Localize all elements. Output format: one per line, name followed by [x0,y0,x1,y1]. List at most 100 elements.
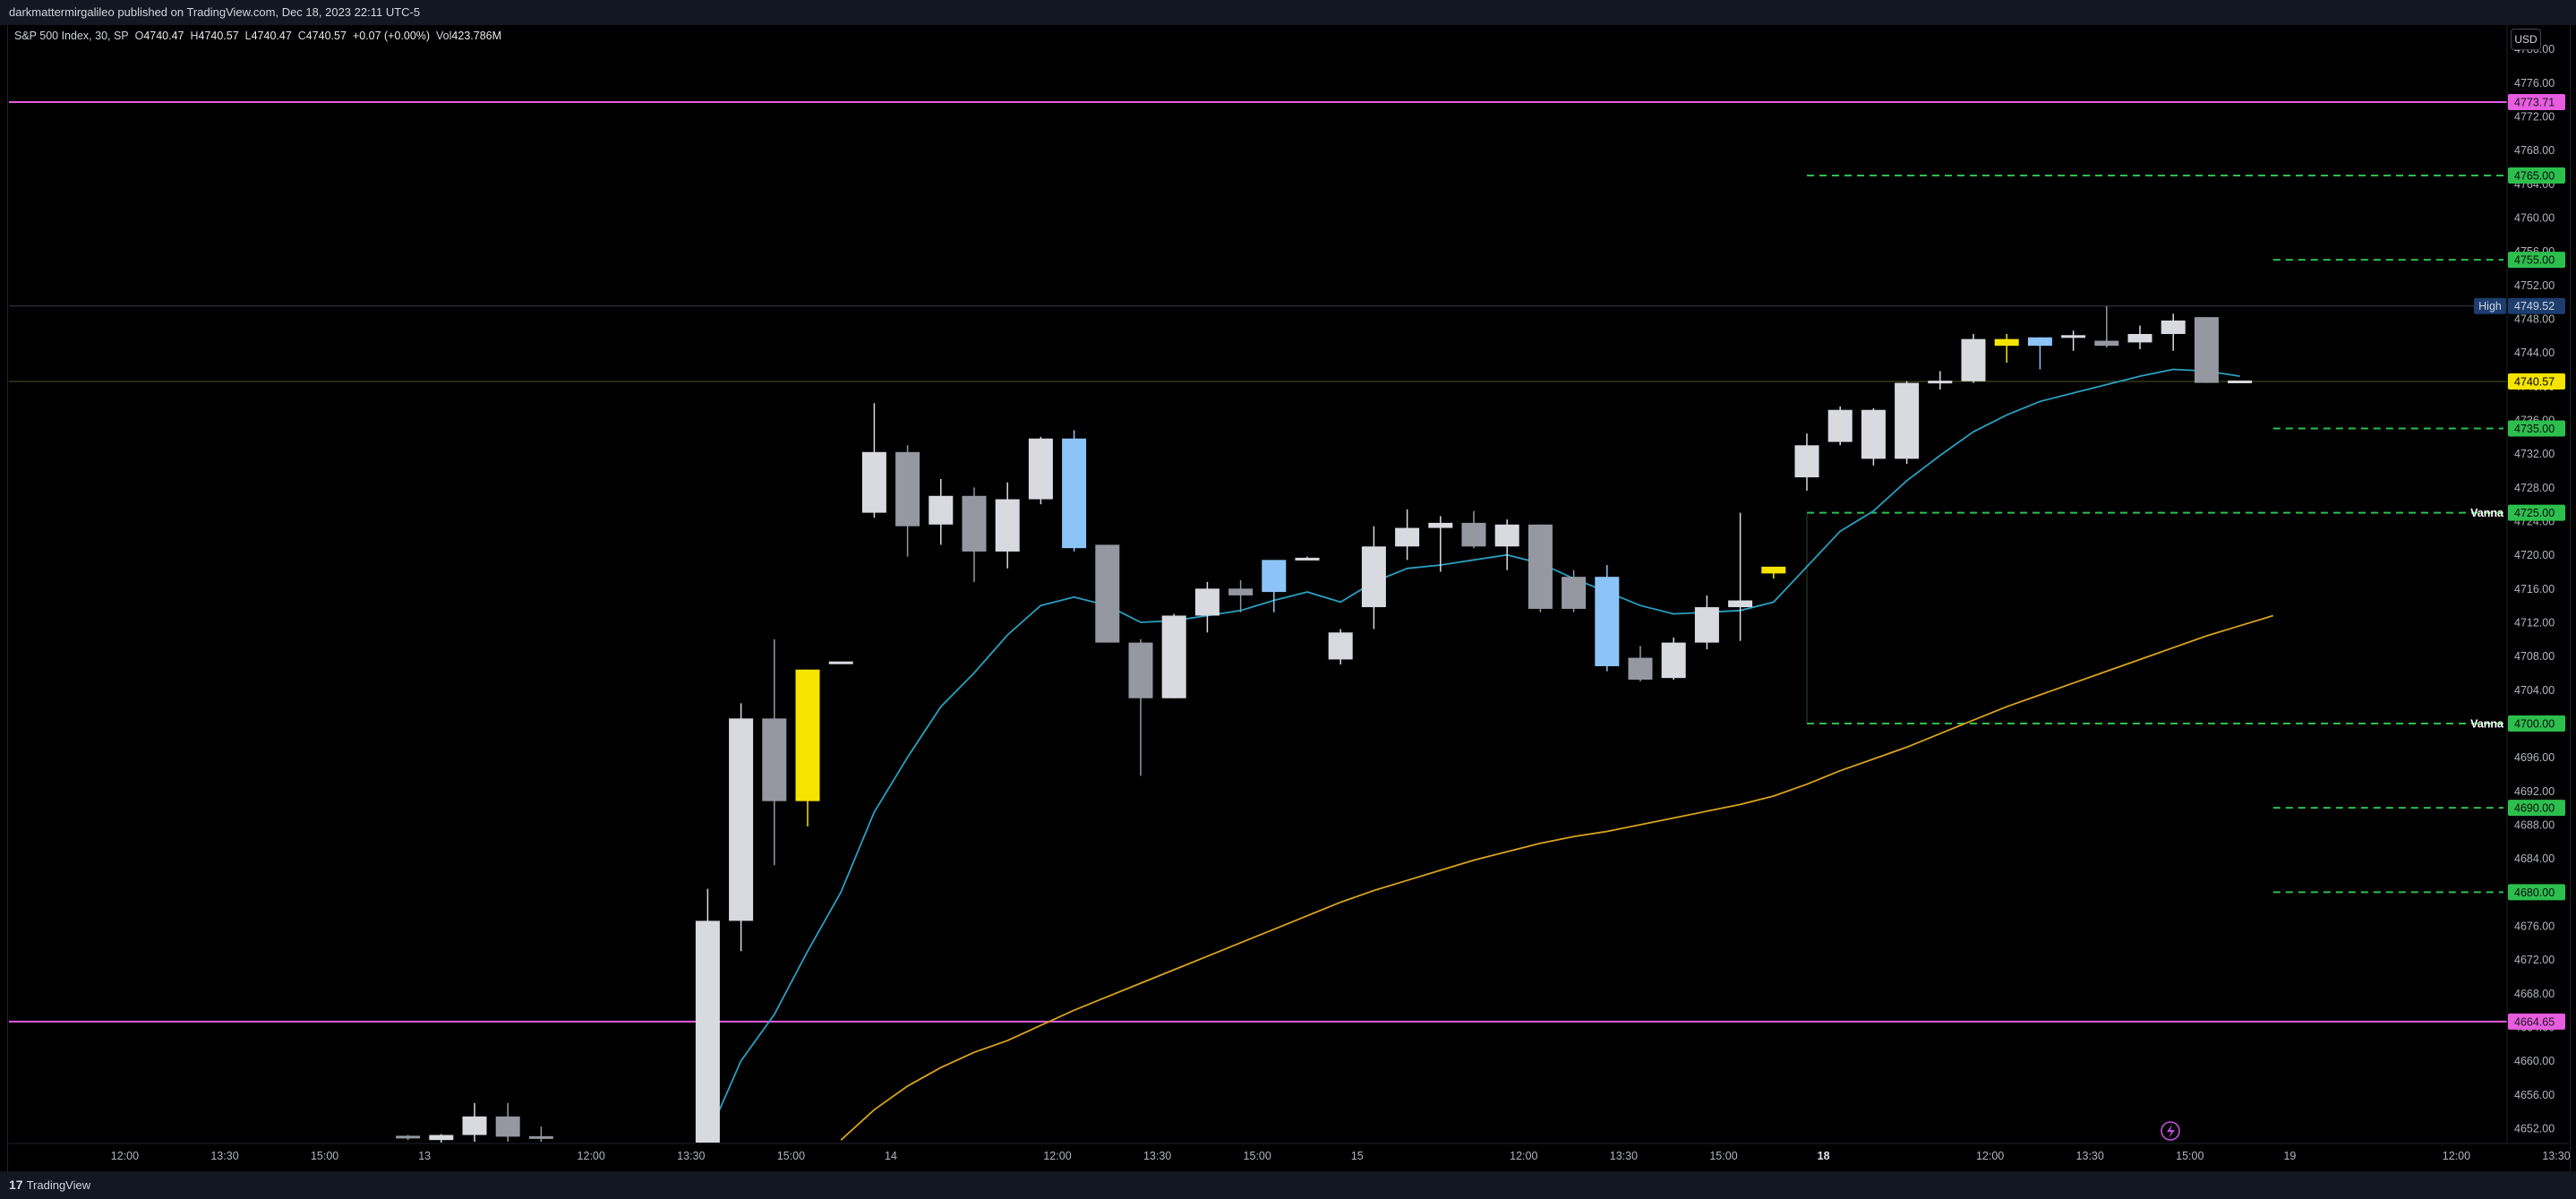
volume-value: 423.786M [451,30,502,42]
candle-body [429,1135,454,1141]
level-price-tag-text: 4680.00 [2514,886,2555,899]
candle-body [1228,588,1254,595]
symbol-name[interactable]: S&P 500 Index, 30, SP [14,30,129,42]
published-caption: darkmattermirgalileo published on Tradin… [9,5,421,19]
volume-label: Vol [436,30,452,42]
horizontal-line-price-tag-text: 4664.65 [2514,1015,2555,1028]
level-price-tag-text: 4755.00 [2514,254,2555,267]
candle [1128,638,1153,776]
candle-body [1928,381,1953,384]
x-tick-label: 18 [1818,1150,1830,1162]
symbol-legend: S&P 500 Index, 30, SP O4740.47 H4740.57 … [14,30,501,42]
level-price-tag: 4765.00 [2508,167,2565,184]
candle-body [1262,560,1287,593]
candle [1461,510,1486,549]
candle-body [1961,338,1986,381]
level-price-tag-bg [2508,884,2565,901]
candle-body [1428,522,1453,528]
candle [2194,317,2219,383]
level-price-tag: 4700.00 [2508,715,2565,732]
x-tick-label: 15 [1351,1150,1364,1162]
candle [462,1102,487,1143]
candle [1328,629,1353,665]
x-tick-label: 13:30 [677,1150,705,1162]
x-tick-label: 12:00 [1043,1150,1071,1162]
x-tick-label: 12:00 [111,1150,139,1162]
candle-body [1528,524,1553,609]
y-tick-label: 4704.00 [2514,684,2555,697]
price-axis: 4652.004656.004660.004664.004668.004672.… [2474,25,2565,1143]
y-tick-label: 4732.00 [2514,448,2555,460]
x-tick-label: 12:00 [578,1150,605,1162]
candle [1628,646,1653,681]
ema-fast-line [706,368,2240,1137]
high-value: 4740.57 [198,30,239,42]
tradingview-logo[interactable]: 17 TradingView [9,1178,90,1192]
candle-body [1628,657,1653,681]
candle [1228,579,1254,612]
x-tick-label: 13 [418,1150,431,1162]
y-tick-label: 4716.00 [2514,583,2555,595]
high-label: H [190,30,199,42]
candle [1295,556,1320,561]
horizontal-line-price-tag: 4664.65 [2508,1013,2565,1030]
level-price-tag-text: 4735.00 [2514,423,2555,435]
horizontal-line-price-tag: 4773.71 [2508,93,2565,110]
candle-body [2194,317,2219,383]
candle-body [729,718,754,921]
close-label: C [297,30,306,42]
level-price-tag-bg [2508,715,2565,732]
candle-body [1361,546,1386,608]
candle [1794,433,1819,492]
x-tick-label: 12:00 [1976,1150,2004,1162]
candle-body [1728,600,1753,608]
y-tick-label: 4720.00 [2514,549,2555,561]
candle-body [396,1135,421,1139]
level-price-tag-bg [2508,800,2565,817]
candle-body [1562,577,1587,609]
lightning-icon[interactable] [2161,1121,2180,1141]
chart-pane[interactable] [7,25,2571,1171]
candle [1728,512,1753,641]
x-tick-label: 12:00 [1510,1150,1537,1162]
candle-body [2094,340,2119,347]
high-tag-text: High [2478,300,2502,313]
level-tag-text: Vanna [2470,507,2504,519]
open-value: 4740.47 [143,30,184,42]
candle-body [795,669,820,801]
candle [695,888,720,1143]
x-tick-label: 15:00 [311,1150,338,1162]
candle [1761,566,1786,579]
candle-body [1994,338,2019,347]
y-tick-label: 4692.00 [2514,785,2555,798]
y-tick-label: 4776.00 [2514,77,2555,90]
y-tick-label: 4708.00 [2514,650,2555,663]
x-tick-label: 12:00 [2443,1150,2470,1162]
level-price-tag: 4755.00 [2508,252,2565,269]
y-tick-label: 4772.00 [2514,111,2555,124]
candle [1494,519,1519,570]
currency-button[interactable]: USD [2511,29,2541,50]
candle [962,487,987,582]
candle-body [2027,337,2052,347]
candle [1095,544,1120,643]
level-price-tag: 4690.00 [2508,800,2565,817]
bottom-bar [0,1171,2576,1199]
y-tick-label: 4768.00 [2514,144,2555,157]
x-tick-label: 13:30 [2076,1150,2104,1162]
candle [1028,436,1053,505]
plot-area: Vanna Vanna [9,100,2507,1143]
candle-body [861,451,886,513]
x-tick-label: 15:00 [1244,1150,1271,1162]
candle-body [1827,409,1853,442]
candle [1395,509,1420,561]
candle-body [1194,588,1220,616]
candle [2228,380,2253,383]
candle [1428,516,1453,572]
change-value: +0.07 (+0.00%) [352,30,431,42]
high-tag-bg [2474,297,2506,314]
y-tick-label: 4672.00 [2514,954,2555,966]
x-tick-label: 15:00 [2176,1150,2204,1162]
y-tick-label: 4752.00 [2514,279,2555,292]
